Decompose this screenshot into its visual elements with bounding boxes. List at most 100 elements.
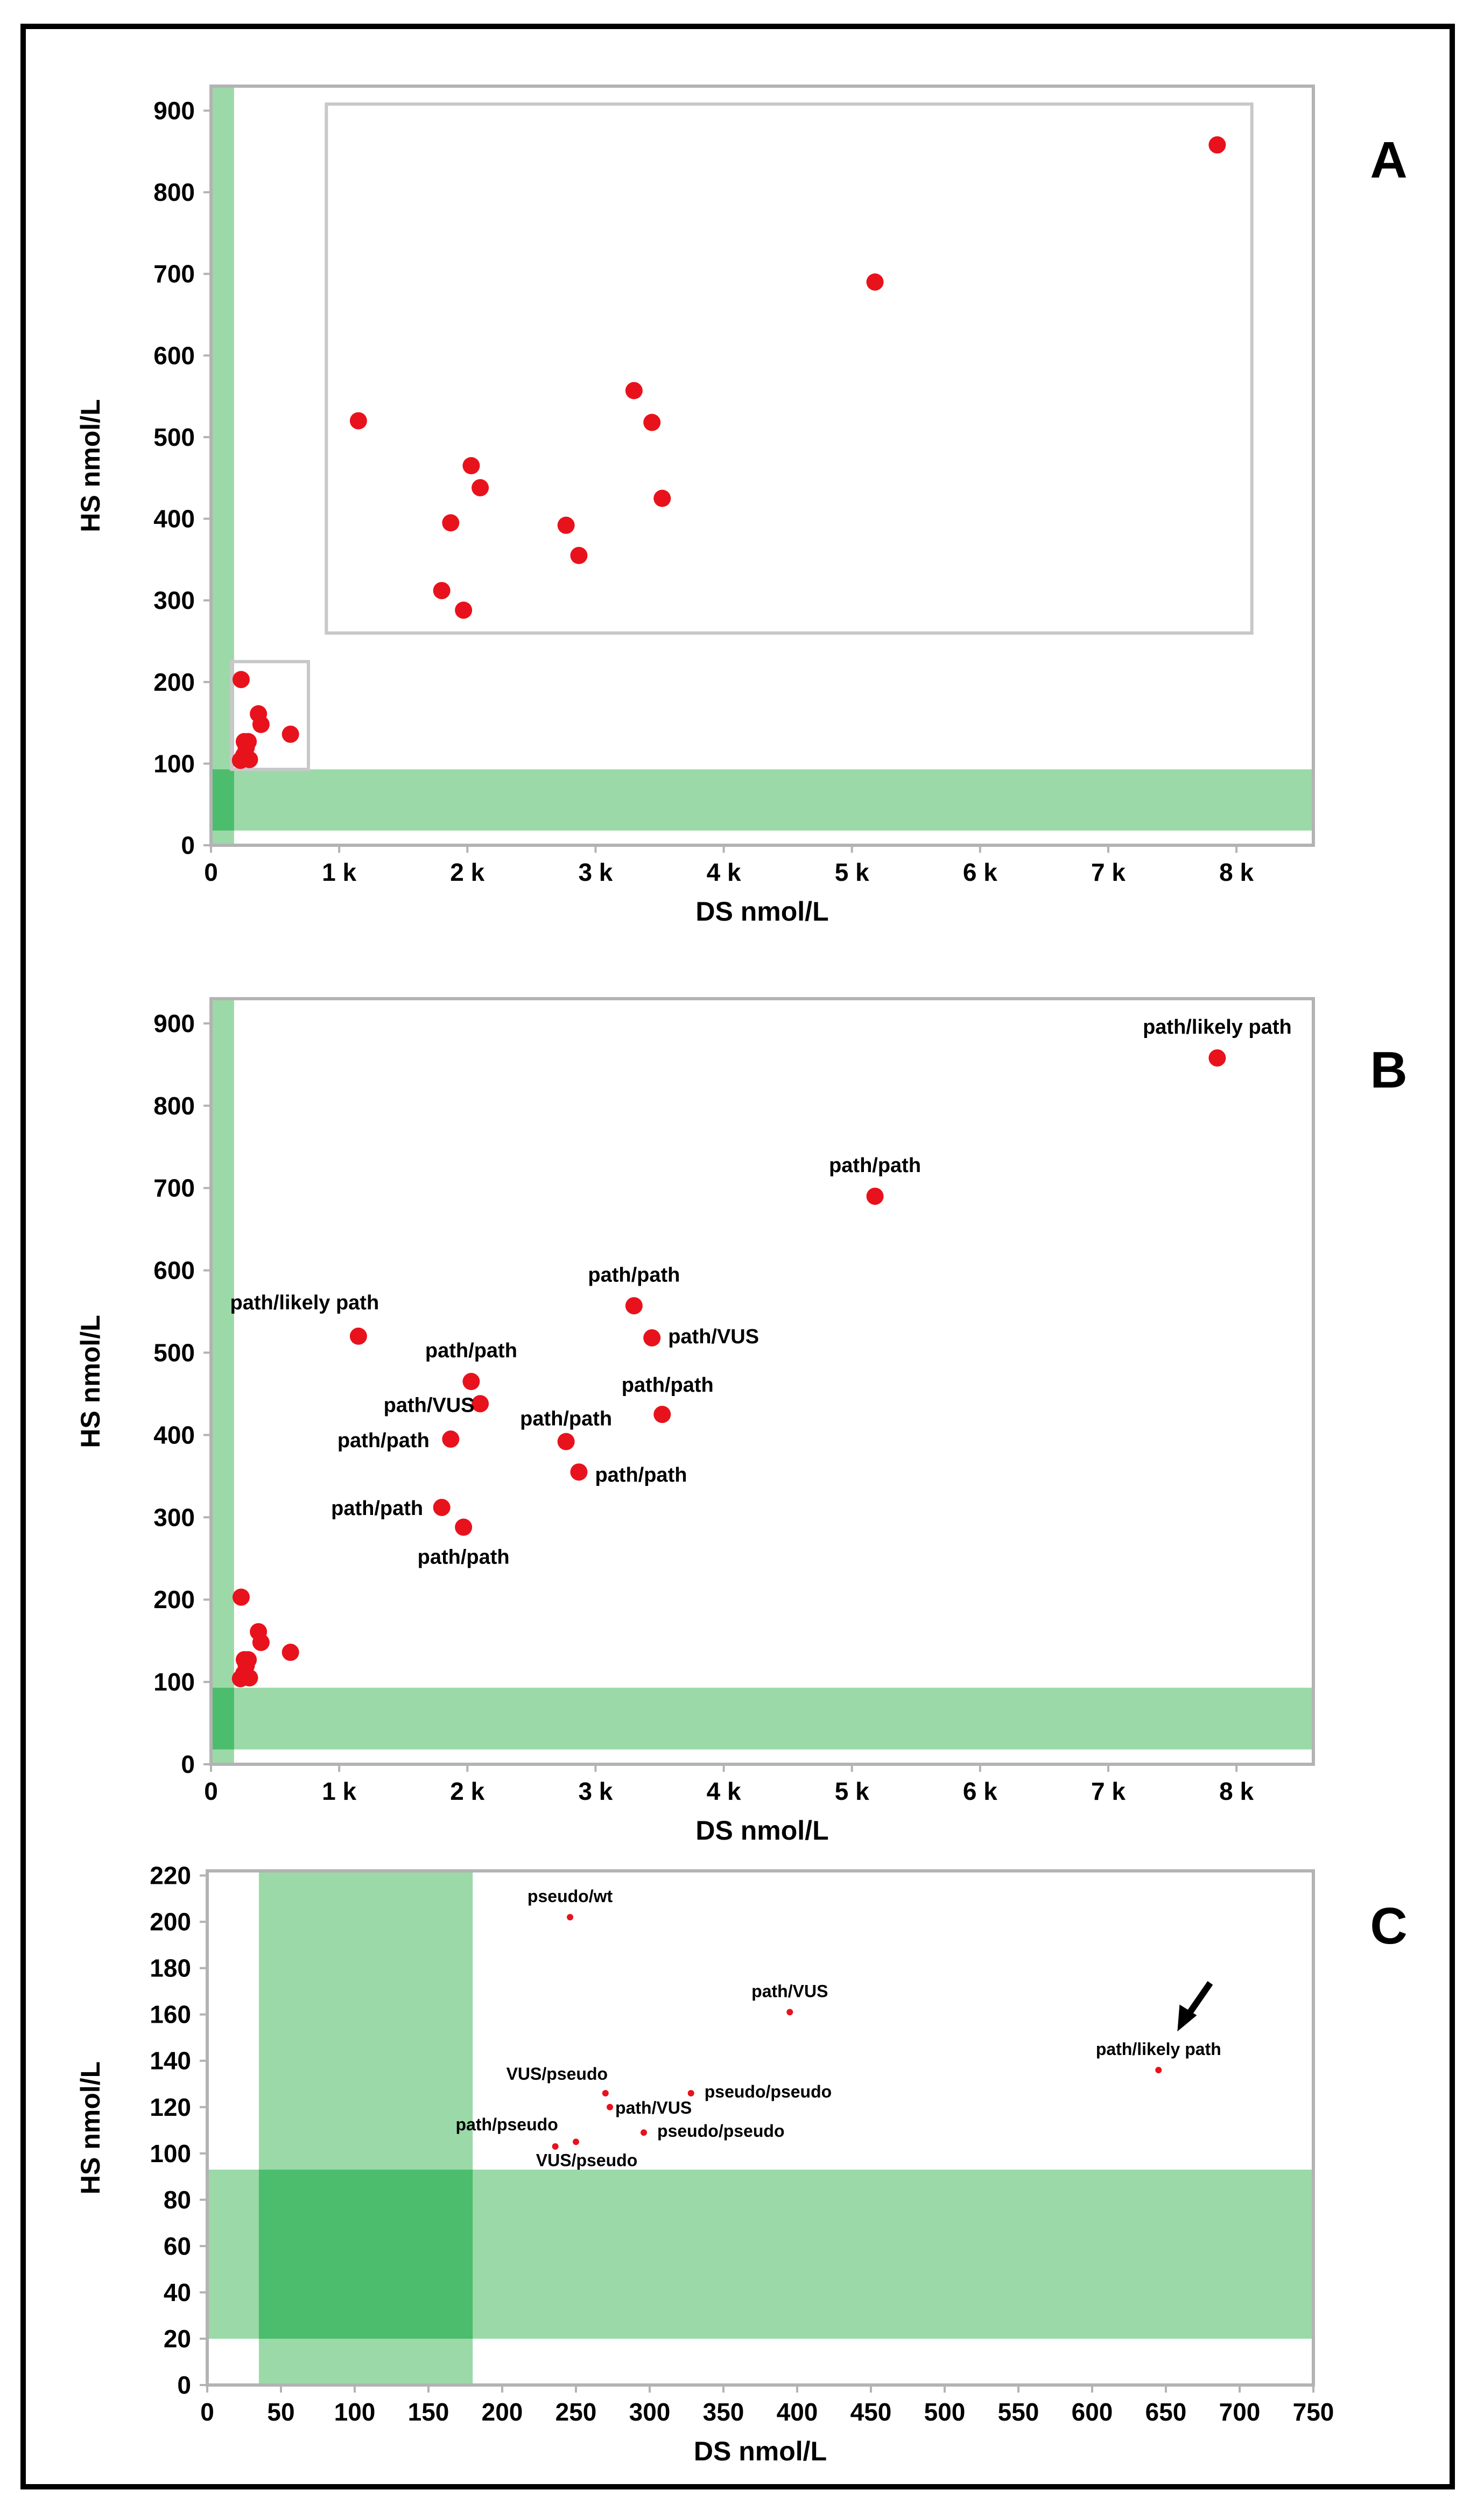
- y-tick-label: 600: [153, 1257, 195, 1285]
- x-tick-label: 4 k: [707, 1777, 741, 1805]
- x-tick-label: 2 k: [450, 1777, 484, 1805]
- y-tick-label: 0: [181, 1750, 195, 1778]
- y-tick-label: 200: [153, 1586, 195, 1614]
- normal-range-band-ds: [211, 1000, 234, 1763]
- x-axis-title: DS nmol/L: [695, 1815, 828, 1846]
- y-tick-label: 900: [153, 1009, 195, 1037]
- y-tick-label: 0: [177, 2371, 191, 2399]
- x-tick-label: 2 k: [450, 858, 484, 886]
- x-tick-label: 1 k: [322, 1777, 356, 1805]
- normal-range-overlap: [211, 1687, 234, 1750]
- data-point: [231, 752, 249, 769]
- data-point: [462, 457, 480, 474]
- x-axis-title: DS nmol/L: [695, 896, 828, 927]
- y-tick-label: 160: [150, 2001, 191, 2029]
- data-point: [653, 1406, 671, 1423]
- point-label: path/VUS: [615, 2098, 692, 2117]
- y-tick-label: 300: [153, 586, 195, 614]
- x-tick-label: 450: [850, 2398, 892, 2426]
- data-point: [433, 581, 451, 599]
- normal-range-overlap: [211, 769, 234, 831]
- y-tick-label: 200: [153, 668, 195, 696]
- normal-range-band-hs: [213, 769, 1312, 831]
- point-label: pseudo/pseudo: [705, 2082, 832, 2101]
- point-label: path/path: [622, 1374, 714, 1397]
- data-point: [552, 2143, 559, 2150]
- point-label: pseudo/wt: [528, 1886, 613, 1906]
- x-tick-label: 5 k: [835, 858, 869, 886]
- data-point: [472, 479, 489, 496]
- data-point: [607, 2103, 614, 2110]
- y-tick-label: 500: [153, 1338, 195, 1366]
- y-tick-label: 200: [150, 1908, 191, 1936]
- panel-B: 0 1 k 2 k 3 k 4 k 5 k 6 k 7 k 8 k 0 100 200 300 400 50…: [75, 997, 1408, 1846]
- data-point: [252, 716, 270, 733]
- point-label: path/path: [595, 1464, 687, 1486]
- normal-range-band-hs: [213, 1687, 1312, 1750]
- point-label: path/VUS: [668, 1325, 759, 1348]
- y-tick-label: 700: [153, 260, 195, 288]
- data-point: [442, 514, 460, 532]
- x-tick-label: 600: [1072, 2398, 1113, 2426]
- data-point: [252, 1633, 270, 1651]
- y-tick-label: 140: [150, 2047, 191, 2075]
- point-label: VUS/pseudo: [507, 2064, 608, 2084]
- data-point: [231, 1670, 249, 1687]
- point-label: pseudo/pseudo: [657, 2121, 784, 2141]
- data-point: [625, 382, 643, 399]
- data-point: [232, 1588, 250, 1606]
- x-tick-label: 4 k: [707, 858, 741, 886]
- data-point: [1208, 1049, 1226, 1067]
- panel-A: 0 1 k 2 k 3 k 4 k 5 k 6 k 7 k 8 k 0 100 200 300 400 50…: [75, 85, 1408, 927]
- data-point: [282, 1644, 299, 1661]
- data-point: [866, 1187, 884, 1205]
- y-tick-label: 0: [181, 831, 195, 859]
- data-point: [687, 2089, 694, 2096]
- data-point: [442, 1430, 460, 1448]
- y-tick-label: 800: [153, 178, 195, 206]
- x-tick-label: 250: [555, 2398, 597, 2426]
- panel-letter: A: [1370, 131, 1407, 189]
- y-tick-label: 60: [164, 2232, 191, 2260]
- y-tick-label: 20: [164, 2325, 191, 2353]
- point-label: path/likely path: [230, 1292, 379, 1314]
- x-tick-label: 1 k: [322, 858, 356, 886]
- x-tick-label: 0: [204, 1777, 218, 1805]
- data-point: [1155, 2066, 1162, 2073]
- x-tick-label: 200: [482, 2398, 523, 2426]
- point-label: path/path: [418, 1546, 510, 1569]
- x-tick-label: 550: [998, 2398, 1039, 2426]
- data-point: [570, 1463, 588, 1481]
- y-tick-label: 400: [153, 505, 195, 533]
- point-label: path/path: [829, 1154, 921, 1177]
- y-tick-label: 120: [150, 2093, 191, 2121]
- y-tick-label: 40: [164, 2278, 191, 2306]
- x-tick-label: 5 k: [835, 1777, 869, 1805]
- data-point: [455, 1518, 473, 1536]
- point-label: path/likely path: [1096, 2039, 1221, 2059]
- x-tick-label: 0: [204, 858, 218, 886]
- x-tick-label: 6 k: [963, 1777, 997, 1805]
- x-tick-label: 7 k: [1091, 1777, 1126, 1805]
- y-tick-label: 80: [164, 2186, 191, 2214]
- x-tick-label: 0: [200, 2398, 214, 2426]
- data-point: [641, 2129, 648, 2136]
- y-axis-title: HS nmol/L: [75, 2061, 106, 2194]
- y-axis-title: HS nmol/L: [75, 1315, 106, 1448]
- panel-letter: B: [1370, 1041, 1407, 1099]
- x-tick-label: 700: [1219, 2398, 1261, 2426]
- panel-letter: C: [1370, 1897, 1407, 1955]
- point-label: path/path: [588, 1264, 680, 1286]
- x-tick-label: 750: [1293, 2398, 1334, 2426]
- data-point: [557, 1433, 575, 1450]
- x-tick-label: 350: [703, 2398, 744, 2426]
- point-label: path/pseudo: [456, 2115, 558, 2134]
- x-tick-label: 3 k: [578, 1777, 613, 1805]
- x-axis-title: DS nmol/L: [694, 2436, 827, 2466]
- point-label: path/likely path: [1143, 1016, 1292, 1039]
- data-point: [282, 725, 299, 743]
- y-tick-label: 700: [153, 1174, 195, 1202]
- y-tick-label: 100: [150, 2140, 191, 2168]
- y-tick-label: 800: [153, 1092, 195, 1120]
